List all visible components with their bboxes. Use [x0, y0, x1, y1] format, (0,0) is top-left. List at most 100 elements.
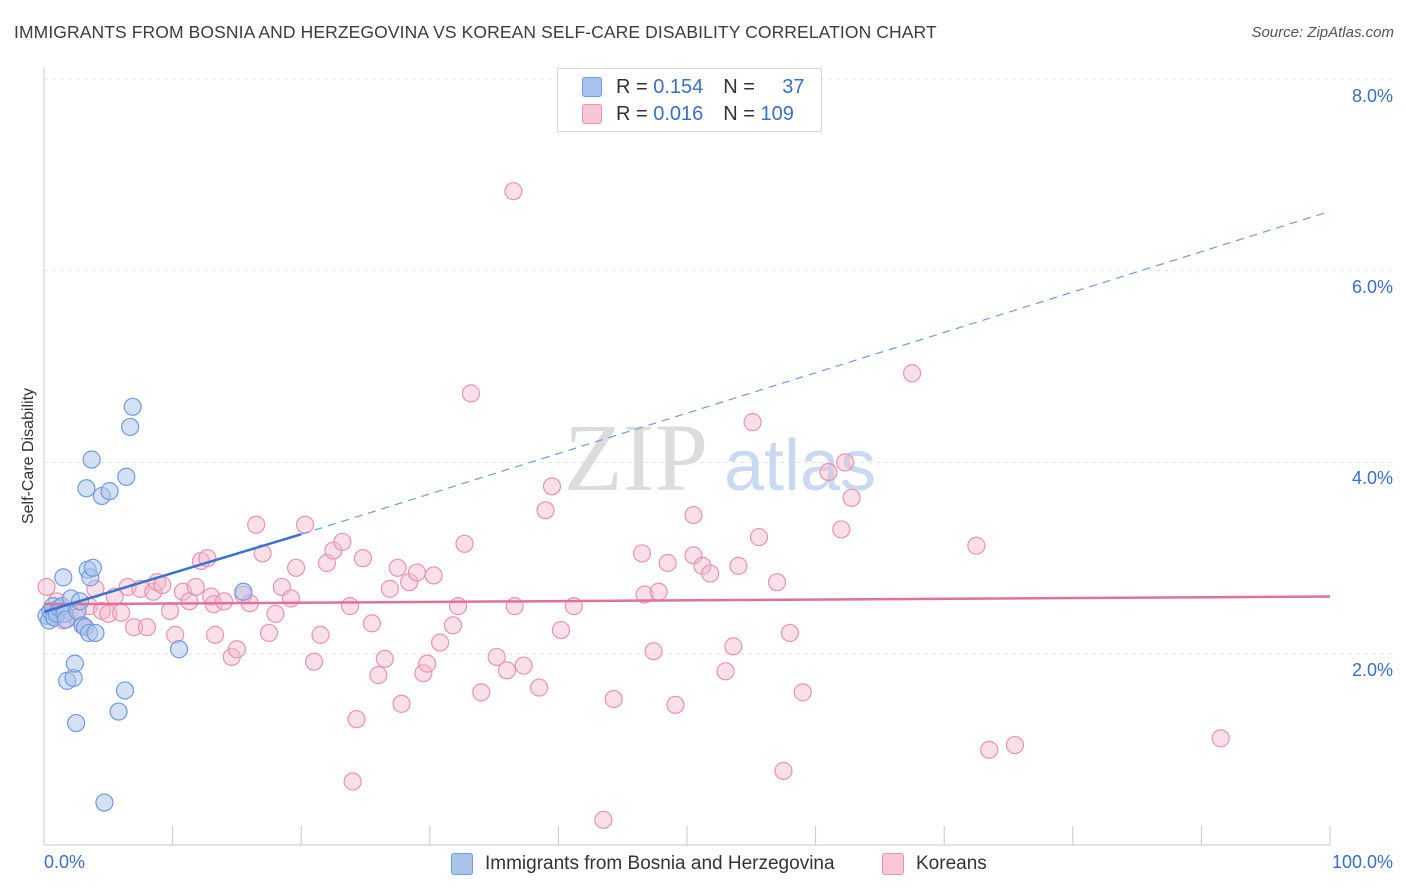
bottom-legend-bosnia: Immigrants from Bosnia and Herzegovina	[451, 850, 835, 878]
bosnia-point	[123, 397, 142, 416]
korean-point	[980, 740, 999, 759]
korean-point	[281, 589, 301, 608]
korean-point	[186, 577, 205, 597]
bottom-legend-swatch-pink	[882, 853, 904, 875]
korean-point	[205, 625, 225, 644]
bosnia-point	[100, 482, 119, 501]
korean-point	[430, 633, 450, 652]
legend-swatch-pink	[582, 104, 602, 124]
watermark: ZIP atlas	[564, 404, 876, 511]
bosnia-point	[82, 450, 101, 469]
korean-point	[1005, 735, 1025, 755]
korean-point	[418, 654, 437, 673]
korean-point	[343, 772, 362, 791]
korean-point	[684, 505, 703, 525]
korean-point	[160, 601, 180, 621]
korean-point	[392, 694, 411, 713]
y-tick-label-4: 4.0%	[1351, 468, 1393, 488]
korean-point	[247, 515, 266, 534]
korean-point	[542, 477, 562, 496]
korean-point	[666, 695, 685, 714]
bosnia-point	[54, 568, 73, 587]
bosnia-point	[115, 681, 135, 700]
bosnia-trend-extension	[301, 210, 1331, 535]
korean-point	[227, 640, 246, 659]
legend-r-label: R =	[616, 75, 648, 98]
korean-point	[37, 577, 56, 597]
korean-point	[214, 592, 234, 611]
korean-point	[340, 597, 360, 616]
legend-n-label: N =	[723, 102, 755, 125]
korean-point	[632, 544, 652, 563]
axis-layer	[43, 68, 1331, 846]
korean-point	[497, 661, 517, 680]
legend-r-label: R =	[616, 102, 648, 125]
korean-point	[112, 603, 131, 622]
korean-point	[461, 384, 481, 403]
korean-point	[295, 515, 315, 534]
korean-point	[594, 810, 613, 829]
korean-point	[658, 553, 677, 573]
trend-lines	[43, 210, 1331, 614]
bosnia-point	[65, 654, 84, 673]
korean-point	[144, 582, 163, 601]
korean-point	[455, 534, 474, 553]
korean-point	[604, 689, 623, 709]
korean-point	[967, 536, 986, 555]
korean-point	[530, 678, 549, 697]
korean-point	[701, 564, 720, 583]
korean-point	[407, 563, 427, 582]
legend-row-koreans: R = 0.016 N = 109	[582, 102, 805, 126]
korean-point	[749, 528, 769, 547]
source-label: Source: ZipAtlas.com	[1251, 24, 1394, 41]
bosnia-point	[95, 793, 114, 812]
grid-layer	[44, 78, 1392, 655]
korean-point	[424, 566, 443, 585]
bottom-legend-label-koreans: Koreans	[916, 853, 987, 874]
korean-point	[286, 558, 306, 577]
y-axis-label: Self-Care Disability	[20, 387, 37, 525]
korean-point	[635, 585, 654, 604]
korean-point	[99, 604, 118, 623]
korean-point	[333, 532, 352, 552]
korean-point	[443, 616, 463, 635]
korean-point	[1211, 729, 1230, 748]
x-tick-label-max: 100.0%	[1331, 852, 1393, 872]
korean-point	[842, 488, 861, 507]
korean-point	[504, 182, 523, 201]
korean-point	[514, 656, 533, 675]
korean-point	[472, 683, 491, 702]
korean-point	[724, 637, 743, 656]
korean-point	[137, 618, 156, 637]
y-tick-label-6: 6.0%	[1351, 277, 1393, 297]
korean-point	[380, 579, 400, 598]
korean-point	[693, 556, 712, 575]
korean-point	[124, 618, 144, 637]
legend-swatch-blue	[582, 77, 602, 97]
korean-point	[536, 501, 555, 520]
korean-point	[353, 549, 373, 568]
bosnia-trend-line	[43, 533, 302, 614]
bosnia-point	[109, 702, 128, 721]
legend-n-label: N =	[723, 75, 755, 98]
bosnia-point	[117, 467, 136, 486]
bosnia-points	[37, 397, 253, 812]
correlation-legend: R = 0.154 N = 37 R = 0.016 N = 109	[557, 68, 822, 132]
korean-point	[716, 662, 735, 681]
korean-point	[487, 647, 506, 667]
korean-point	[902, 364, 922, 383]
korean-point	[375, 649, 394, 668]
bosnia-point	[77, 479, 96, 498]
korean-point	[259, 623, 279, 643]
y-tick-label-8: 8.0%	[1351, 86, 1393, 106]
legend-n-value: 109	[760, 102, 794, 125]
x-tick-label-min: 0.0%	[44, 852, 86, 872]
bosnia-point	[234, 582, 253, 601]
korean-point	[400, 573, 419, 592]
legend-row-bosnia: R = 0.154 N = 37	[582, 75, 805, 99]
korean-point	[362, 614, 382, 633]
korean-point	[414, 664, 433, 683]
legend-r-value: 0.016	[653, 102, 704, 125]
bosnia-point	[86, 623, 105, 643]
